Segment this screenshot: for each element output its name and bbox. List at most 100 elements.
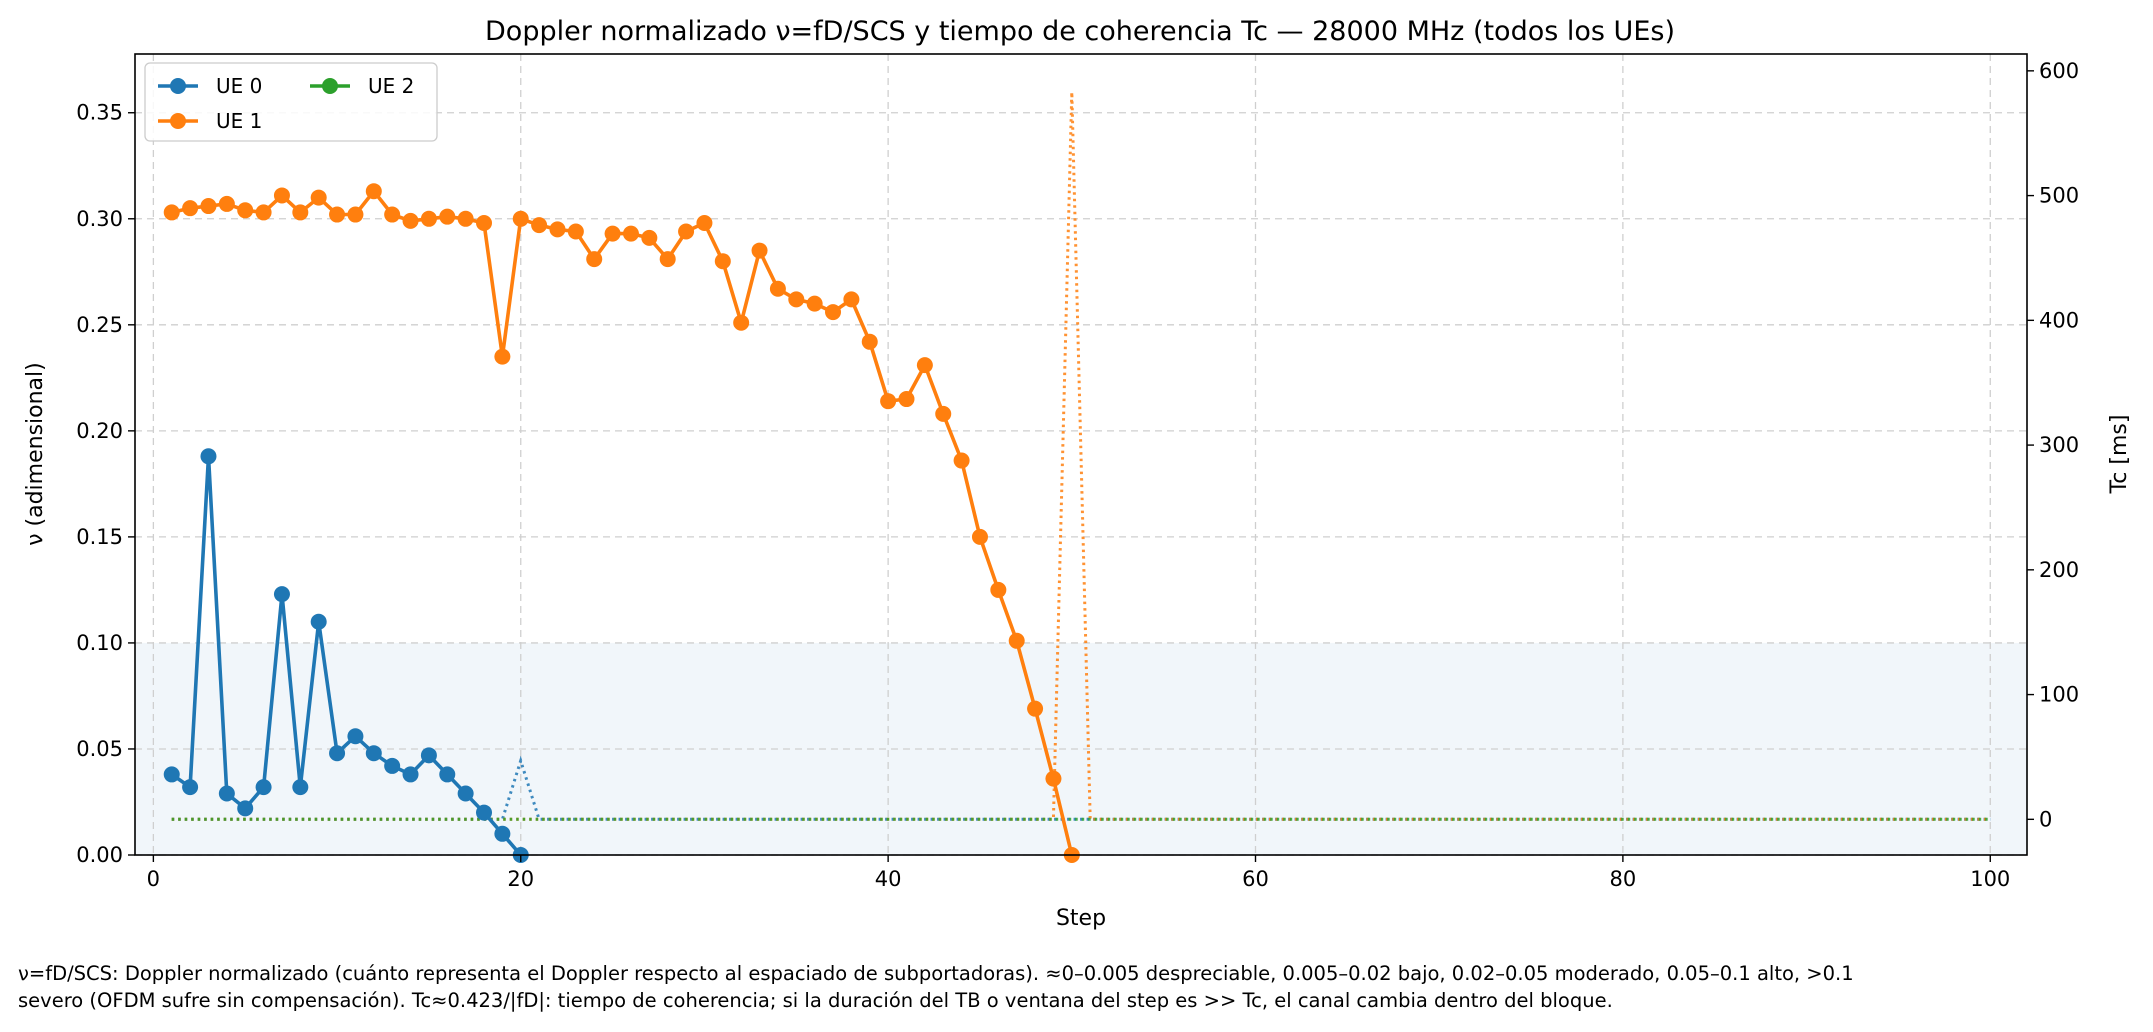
x-axis: 0 20 40 60 80 100: [147, 855, 2010, 891]
y-tick-label: 0.05: [76, 737, 123, 761]
ue-0-point: [457, 785, 474, 802]
ue-1-point: [237, 202, 254, 219]
ue-1-point: [898, 391, 915, 408]
ue-0-point: [420, 747, 437, 764]
y2-tick-label: 600: [2039, 59, 2079, 83]
ue-1-point: [347, 206, 364, 223]
ue-1-point: [329, 206, 346, 223]
ue-1-point: [751, 242, 768, 259]
ue-1-point: [990, 581, 1007, 598]
ue-1-point: [769, 280, 786, 297]
ue-0-point: [494, 825, 511, 842]
ue-0-point: [182, 779, 199, 796]
ue-1-point: [1027, 700, 1044, 717]
ue-1-point: [420, 210, 437, 227]
ue-0-point: [273, 586, 290, 603]
tc-ue-0-line: [171, 755, 1991, 821]
ue-1-point: [641, 229, 658, 246]
ue-1-point: [476, 215, 493, 232]
y-axis-left: 0.00 0.05 0.10 0.15 0.20 0.25 0.30 0.35: [76, 101, 135, 867]
legend-ue-0-marker: [170, 78, 186, 94]
y-tick-label: 0.20: [76, 419, 123, 443]
x-tick-label: 0: [147, 867, 160, 891]
x-tick-label: 80: [1610, 867, 1637, 891]
doppler-chart: Doppler normalizado ν=fD/SCS y tiempo de…: [23, 16, 2132, 931]
ue-1-point: [531, 217, 548, 234]
ue-1-point: [861, 333, 878, 350]
ue-1-point: [163, 204, 180, 221]
ue-0-point: [237, 800, 254, 817]
ue-1-point: [825, 304, 842, 321]
chart-caption: ν=fD/SCS: Doppler normalizado (cuánto re…: [18, 960, 2143, 1014]
ue-1-point: [916, 357, 933, 374]
ue-1-point: [714, 253, 731, 270]
ue-0-point: [255, 779, 272, 796]
y2-tick-label: 200: [2039, 558, 2079, 582]
legend-ue-1-marker: [170, 113, 186, 129]
ue-0-point: [384, 757, 401, 774]
legend-box: [144, 62, 438, 142]
ue-1-point: [696, 215, 713, 232]
ue-1-point: [384, 206, 401, 223]
y-tick-label: 0.10: [76, 631, 123, 655]
y2-tick-label: 0: [2039, 807, 2052, 831]
ue-1-point: [292, 204, 309, 221]
ue-0-point: [218, 785, 235, 802]
y-tick-label: 0.35: [76, 101, 123, 125]
y2-tick-label: 100: [2039, 683, 2079, 707]
ue-1-point: [953, 452, 970, 469]
ue-1-point: [549, 221, 566, 238]
x-tick-label: 20: [507, 867, 534, 891]
y2-axis-label: Tc [ms]: [2107, 415, 2132, 495]
ue-1-point: [622, 225, 639, 242]
ue-1-point: [402, 212, 419, 229]
ue-0-point: [365, 745, 382, 762]
ue-1-point: [365, 183, 382, 200]
ue-0-point: [292, 779, 309, 796]
ue-1-point: [439, 208, 456, 225]
ue-0-point: [402, 766, 419, 783]
y-tick-label: 0.25: [76, 313, 123, 337]
ue-1-point: [586, 251, 603, 268]
ue-0-point: [163, 766, 180, 783]
ue-1-point: [1045, 770, 1062, 787]
x-tick-label: 60: [1242, 867, 1269, 891]
y-tick-label: 0.15: [76, 525, 123, 549]
ue-0-point: [476, 804, 493, 821]
ue-1-point: [880, 393, 897, 410]
ue-1-point: [255, 204, 272, 221]
y2-tick-label: 400: [2039, 308, 2079, 332]
x-tick-label: 100: [1970, 867, 2010, 891]
ue-1-point: [494, 348, 511, 365]
ue-0-point: [439, 766, 456, 783]
plot-frame: [134, 53, 2028, 856]
ue-0-point: [310, 613, 327, 630]
y2-tick-label: 300: [2039, 433, 2079, 457]
ue-1-point: [1008, 632, 1025, 649]
ue-1-point: [567, 223, 584, 240]
ue-1-point: [733, 314, 750, 331]
caption-line-1: ν=fD/SCS: Doppler normalizado (cuánto re…: [18, 962, 1854, 985]
ue-1-point: [935, 405, 952, 422]
ue-1-point: [310, 189, 327, 206]
chart-title: Doppler normalizado ν=fD/SCS y tiempo de…: [485, 16, 1675, 47]
ue-1-point: [218, 195, 235, 212]
ue-1-point: [200, 198, 217, 215]
caption-line-2: severo (OFDM sufre sin compensación). Tc…: [18, 989, 1613, 1012]
ue-1-point: [659, 251, 676, 268]
ue-1-point: [971, 528, 988, 545]
legend-ue-2-label: UE 2: [368, 74, 414, 98]
ue-1-point: [806, 295, 823, 312]
ue-1-point: [273, 187, 290, 204]
y-tick-label: 0.00: [76, 843, 123, 867]
y-axis-right: 0 100 200 300 400 500 600: [2027, 59, 2079, 831]
ue-0-point: [347, 728, 364, 745]
tc-lines: [171, 91, 1991, 821]
y-tick-label: 0.30: [76, 207, 123, 231]
legend-ue-0-label: UE 0: [216, 74, 262, 98]
x-tick-label: 40: [875, 867, 902, 891]
ue-0-point: [329, 745, 346, 762]
y2-tick-label: 500: [2039, 184, 2079, 208]
legend-ue-2-marker: [322, 78, 338, 94]
y-axis-label: ν (adimensional): [23, 362, 48, 546]
